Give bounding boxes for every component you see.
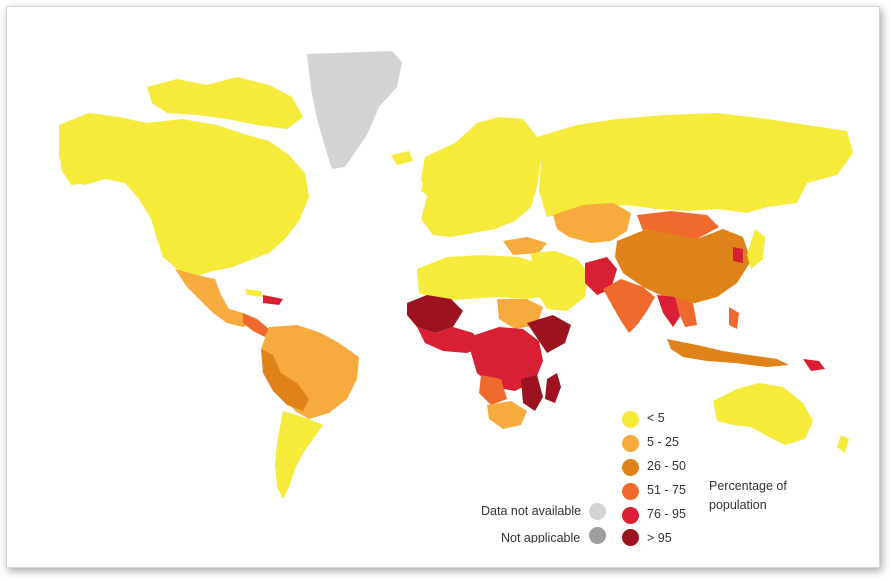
region-iceland [391, 151, 413, 165]
legend-swatch-gt95 [622, 529, 639, 546]
legend-clipped-row: Not applicable > 95 [477, 531, 677, 543]
region-india [603, 279, 655, 333]
world-map [59, 51, 853, 499]
legend-swatch-76-95 [622, 507, 639, 524]
region-turkey [503, 237, 547, 255]
region-central-africa [469, 327, 543, 391]
region-chad-sudan [497, 299, 543, 329]
region-madagascar [545, 373, 561, 403]
region-canadian-arctic [147, 77, 303, 129]
legend-swatch-51-75 [622, 483, 639, 500]
map-frame: < 5 5 - 25 26 - 50 51 - 75 76 - 95 Data … [6, 6, 880, 568]
region-caribbean [263, 295, 283, 305]
region-cuba [245, 289, 263, 297]
region-greenland [307, 51, 402, 169]
region-central-america [243, 313, 269, 337]
region-west-africa-coast [417, 327, 483, 353]
legend-swatch-5-25 [622, 435, 639, 452]
region-russia [537, 113, 853, 217]
region-north-america [59, 113, 309, 277]
region-peru-bolivia [261, 349, 309, 411]
region-afghanistan-pakistan [585, 257, 617, 295]
region-australia [713, 383, 813, 445]
legend-label-76-95: 76 - 95 [647, 507, 686, 521]
region-china [615, 229, 751, 303]
region-indochina [675, 297, 697, 327]
region-korea [733, 247, 743, 263]
region-europe [421, 117, 541, 237]
region-philippines [729, 307, 739, 329]
legend-title-line1: Percentage of [709, 479, 787, 493]
legend-swatch-lt5 [622, 411, 639, 428]
region-myanmar-thailand [657, 295, 681, 327]
legend-label-lt5: < 5 [647, 411, 665, 425]
region-southern-cone [275, 411, 323, 499]
region-mexico [175, 269, 253, 327]
legend-label-5-25: 5 - 25 [647, 435, 679, 449]
region-png [803, 359, 825, 371]
region-new-zealand [837, 435, 849, 453]
legend-swatch-not-applicable [589, 527, 606, 544]
legend-label-gt95: > 95 [647, 531, 672, 543]
region-mozambique [521, 375, 543, 411]
legend-label-not-available: Data not available [481, 504, 582, 518]
region-southern-africa [487, 401, 527, 429]
region-japan [747, 229, 765, 269]
region-central-asia [553, 203, 631, 243]
region-sahel-west [407, 295, 463, 333]
legend-title-line2: population [709, 498, 767, 512]
region-north-africa [417, 255, 555, 301]
legend-label-26-50: 26 - 50 [647, 459, 686, 473]
legend-label-51-75: 51 - 75 [647, 483, 686, 497]
legend-label-not-applicable: Not applicable [501, 531, 581, 543]
region-east-africa [527, 315, 571, 353]
region-uk [421, 169, 441, 197]
legend-title: Percentage of population [709, 477, 787, 515]
region-angola [479, 375, 507, 405]
region-indonesia [667, 339, 789, 367]
legend-swatch-not-available [589, 503, 606, 520]
legend-swatch-26-50 [622, 459, 639, 476]
region-alaska [59, 113, 119, 185]
